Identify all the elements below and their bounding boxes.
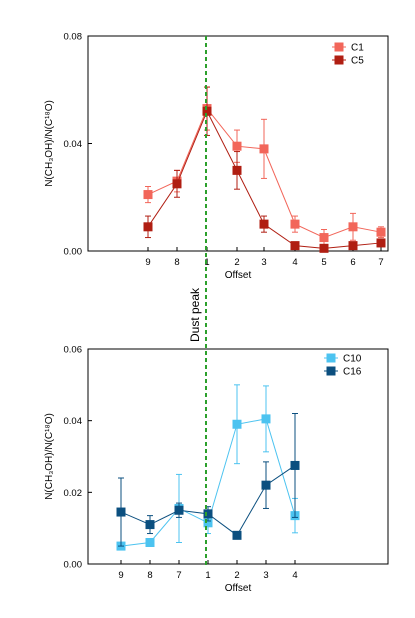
bottom-y-tick-label: 0.04 <box>64 416 83 427</box>
top-data-point-c1 <box>259 144 269 154</box>
top-data-point-c5 <box>259 219 269 229</box>
bottom-legend-label-c10: C10 <box>343 354 362 365</box>
bottom-x-axis-title: Offset <box>225 583 252 594</box>
top-data-point-c5 <box>376 238 386 248</box>
top-data-point-c5 <box>143 222 153 232</box>
top-data-point-c5 <box>172 179 182 189</box>
top-data-point-c5 <box>202 106 212 116</box>
top-data-point-c1 <box>319 233 329 243</box>
bottom-x-tick-label: 1 <box>205 570 210 581</box>
top-data-point-c1 <box>290 219 300 229</box>
bottom-plot-frame <box>87 348 389 565</box>
top-data-point-c1 <box>348 222 358 232</box>
bottom-data-point-c10 <box>203 518 213 528</box>
top-legend-label-c1: C1 <box>351 43 364 54</box>
bottom-chart-panel: 0.00 0.02 0.04 0.06 9 8 7 1 2 3 4 Offset N(CH₃OH)/N(… <box>44 345 389 594</box>
bottom-data-point-c16 <box>261 480 271 490</box>
top-legend-marker-c1 <box>334 42 344 52</box>
top-data-point-c5 <box>232 165 242 175</box>
top-x-tick-label: 9 <box>145 257 150 268</box>
bottom-x-tick-label: 9 <box>118 570 123 581</box>
bottom-x-tick-label: 2 <box>234 570 239 581</box>
bottom-data-point-c16 <box>203 509 213 519</box>
top-y-tick-label: 0.00 <box>64 247 83 258</box>
bottom-x-tick-label: 3 <box>263 570 268 581</box>
bottom-x-tick-label: 8 <box>147 570 152 581</box>
bottom-y-tick-label: 0.00 <box>64 560 83 571</box>
bottom-x-tick-label: 4 <box>292 570 297 581</box>
top-x-axis-title: Offset <box>225 270 252 281</box>
top-data-point-c1 <box>232 141 242 151</box>
top-x-tick-label: 7 <box>378 257 383 268</box>
bottom-legend-marker-c10 <box>326 353 336 363</box>
bottom-data-point-c10 <box>145 538 155 547</box>
top-legend-label-c5: C5 <box>351 56 364 67</box>
bottom-legend-marker-c16 <box>326 366 336 376</box>
top-data-point-c5 <box>348 241 358 251</box>
bottom-y-tick-label: 0.06 <box>64 345 83 356</box>
top-x-tick-label: 5 <box>321 257 326 268</box>
bottom-data-point-c16 <box>174 505 184 515</box>
top-y-axis-title: N(CH₃OH)/N(C¹⁸O) <box>44 100 55 187</box>
top-x-tick-label: 8 <box>174 257 179 268</box>
bottom-legend-label-c16: C16 <box>343 367 362 378</box>
bottom-data-point-c16 <box>232 530 242 540</box>
top-data-point-c1 <box>143 190 153 200</box>
top-x-tick-label: 4 <box>292 257 297 268</box>
bottom-x-tick-label: 7 <box>176 570 181 581</box>
top-x-tick-label: 6 <box>350 257 355 268</box>
dust-peak-label: Dust peak <box>188 287 202 342</box>
top-legend-marker-c5 <box>334 55 344 65</box>
bottom-y-axis-title: N(CH₃OH)/N(C¹⁸O) <box>44 413 55 500</box>
top-data-point-c1 <box>376 227 386 237</box>
bottom-data-point-c16 <box>116 507 126 517</box>
top-x-tick-label: 2 <box>234 257 239 268</box>
top-y-tick-label: 0.08 <box>64 32 83 43</box>
bottom-y-tick-label: 0.02 <box>64 488 83 499</box>
bottom-data-point-c10 <box>232 419 242 429</box>
top-chart-panel: 0.000.040.08981234567OffsetN(CH₃OH)/N(C¹… <box>44 32 389 281</box>
top-y-tick-label: 0.04 <box>64 139 83 150</box>
bottom-data-point-c16 <box>290 460 300 470</box>
bottom-data-point-c16 <box>145 520 155 530</box>
top-x-tick-label: 3 <box>261 257 266 268</box>
top-data-point-c5 <box>319 243 329 253</box>
top-data-point-c5 <box>290 241 300 251</box>
bottom-data-point-c10 <box>261 414 271 424</box>
